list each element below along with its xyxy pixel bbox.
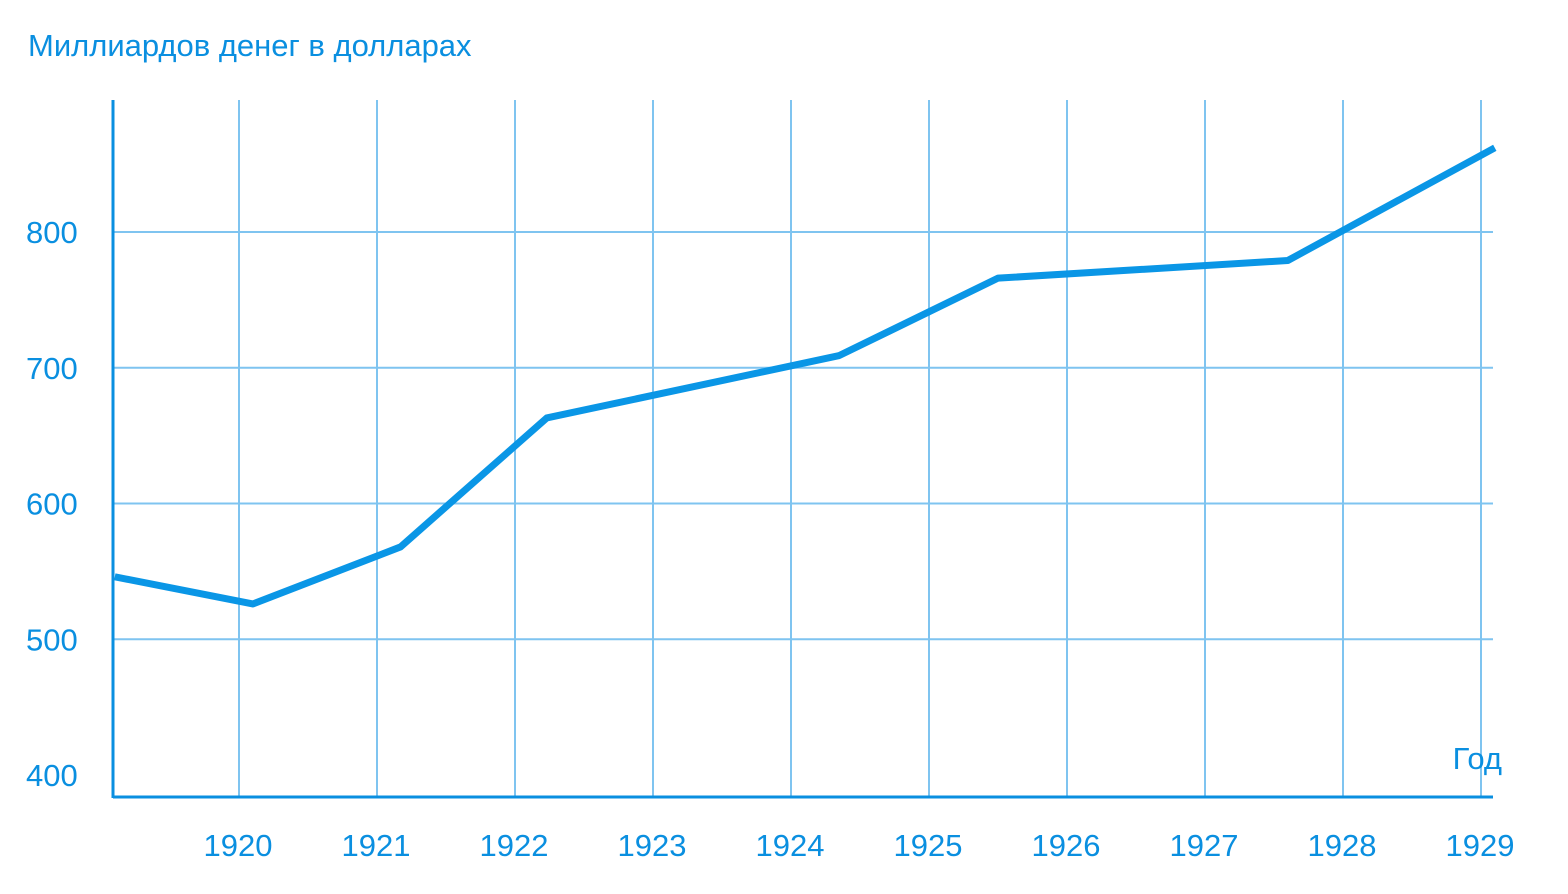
horizontal-gridlines [113,231,1493,641]
y-tick-label: 800 [26,215,78,250]
y-tick-label: 500 [26,622,78,657]
vertical-gridlines [238,100,1482,797]
series-line [114,144,1497,608]
y-tick-labels: 400 500 600 700 800 [26,215,78,793]
y-tick-label: 400 [26,758,78,793]
x-tick-label: 1923 [618,828,687,863]
x-tick-label: 1924 [756,828,825,863]
series-group [114,144,1497,608]
x-tick-label: 1925 [894,828,963,863]
x-tick-label: 1920 [204,828,273,863]
y-axis-title: Миллиардов денег в долларах [28,28,472,63]
x-tick-label: 1922 [480,828,549,863]
x-tick-label: 1927 [1170,828,1239,863]
axes [111,100,1493,799]
y-tick-label: 700 [26,351,78,386]
x-axis-title: Год [1453,741,1502,776]
y-tick-label: 600 [26,487,78,522]
x-tick-labels: 1920 1921 1922 1923 1924 1925 1926 1927 1928 1929 [204,828,1515,863]
x-tick-label: 1929 [1446,828,1515,863]
x-tick-label: 1921 [342,828,411,863]
x-tick-label: 1928 [1308,828,1377,863]
x-tick-label: 1926 [1032,828,1101,863]
